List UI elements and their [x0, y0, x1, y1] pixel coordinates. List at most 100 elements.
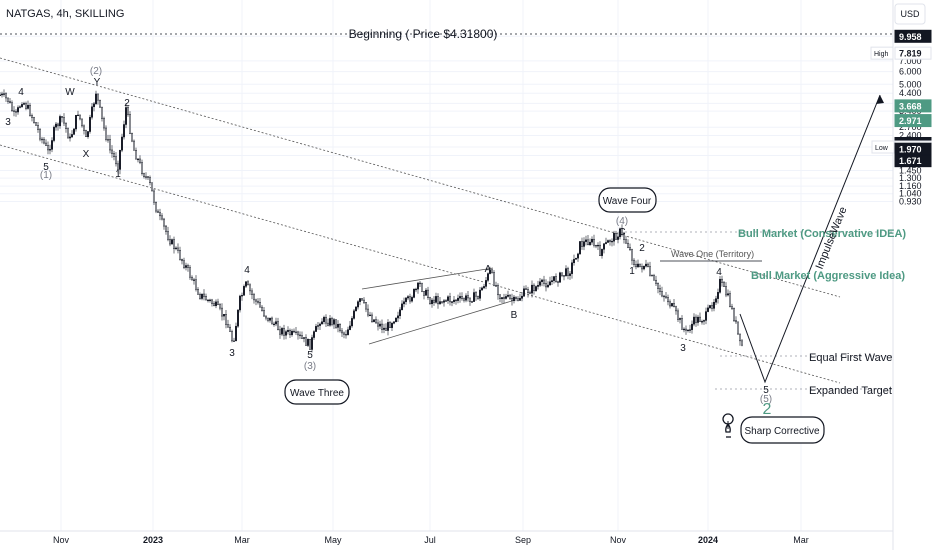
candle-body [469, 297, 471, 302]
candle-body [373, 319, 375, 322]
candle-body [243, 286, 245, 296]
candle-body [39, 129, 41, 140]
candle-body [135, 149, 137, 160]
candle-body [121, 136, 123, 151]
candle-body [291, 330, 293, 336]
candle-body [677, 310, 679, 320]
price-tick-label: 5.000 [899, 79, 922, 89]
candle-body [185, 265, 187, 268]
candle-body [253, 294, 255, 301]
price-badge-bull-aggressive [894, 114, 932, 128]
candle-body [177, 247, 179, 251]
channel-lower-line [0, 144, 841, 384]
candle-body [435, 296, 437, 303]
candle-body [479, 289, 481, 299]
candle-body [87, 131, 89, 137]
candle-body [707, 307, 709, 312]
candle-body [175, 247, 177, 250]
candle-body [47, 145, 49, 151]
wave-label: 1 [629, 266, 635, 277]
candle-body [415, 288, 417, 291]
candle-body [681, 318, 683, 330]
wave-label: Y [94, 77, 101, 88]
candle-body [581, 241, 583, 247]
candle-body [11, 102, 13, 112]
wave-three-box[interactable] [284, 379, 350, 405]
candle-body [129, 114, 131, 134]
candle-body [37, 125, 39, 130]
candle-body [315, 326, 317, 332]
candle-body [563, 275, 565, 277]
sharp-corrective-box[interactable] [740, 416, 825, 444]
candle-body [203, 293, 205, 297]
candle-body [735, 320, 737, 323]
grid-lines [0, 0, 893, 531]
candle-body [189, 267, 191, 278]
candle-body [589, 241, 591, 246]
candle-body [109, 139, 111, 151]
candle-body [79, 114, 81, 120]
time-axis-ticks[interactable]: Nov 2023 Mar May Jul Sep Nov 2024 Mar [53, 535, 809, 545]
candle-body [437, 296, 439, 305]
time-tick-label: May [324, 535, 342, 545]
price-tick-label: 4.400 [899, 88, 922, 98]
candle-body [739, 333, 741, 342]
price-badge-value: 3.668 [899, 101, 922, 111]
candle-body [101, 106, 103, 119]
candle-body [269, 317, 271, 321]
candle-body [321, 321, 323, 325]
candle-body [433, 299, 435, 303]
candle-body [105, 127, 107, 140]
candle-body [519, 298, 521, 301]
wave-label: 5 [43, 162, 49, 173]
price-badge-value: 1.671 [899, 156, 922, 166]
candle-body [225, 314, 227, 325]
candle-body [231, 331, 233, 342]
candle-body [705, 311, 707, 321]
time-tick-label: Mar [793, 535, 809, 545]
candle-body [307, 339, 309, 346]
candle-body [113, 153, 115, 157]
wave-label: 5 [763, 385, 769, 396]
candle-body [549, 281, 551, 286]
candle-body [695, 316, 697, 323]
candle-body [733, 308, 735, 321]
candle-body [511, 298, 513, 301]
candle-body [709, 305, 711, 309]
candle-body [155, 201, 157, 212]
candle-body [285, 331, 287, 336]
wave-four-box[interactable] [598, 187, 657, 213]
candle-body [313, 331, 315, 338]
candle-body [3, 93, 5, 95]
wave-label: (1) [40, 170, 52, 181]
currency-box[interactable] [894, 3, 926, 25]
candle-body [575, 257, 577, 260]
candle-body [391, 322, 393, 328]
candle-body [249, 284, 251, 292]
candle-body [335, 319, 337, 328]
candle-body [13, 110, 15, 112]
candle-body [245, 281, 247, 287]
candle-body [715, 298, 717, 303]
candle-body [473, 292, 475, 302]
candle-body [693, 316, 695, 325]
candle-body [213, 303, 215, 307]
candle-body [553, 276, 555, 281]
candle-body [1, 93, 3, 96]
candle-body [345, 334, 347, 336]
candle-body [149, 177, 151, 184]
wave-label: (2) [90, 66, 102, 77]
candle-body [645, 263, 647, 267]
candle-body [41, 138, 43, 141]
candle-body [475, 292, 477, 297]
candle-body [595, 244, 597, 247]
candle-body [15, 111, 17, 113]
candle-body [551, 280, 553, 283]
candle-body [531, 284, 533, 294]
candle-body [237, 309, 239, 327]
candle-body [209, 299, 211, 301]
candle-body [653, 275, 655, 281]
candle-body [477, 295, 479, 299]
candle-body [147, 176, 149, 178]
